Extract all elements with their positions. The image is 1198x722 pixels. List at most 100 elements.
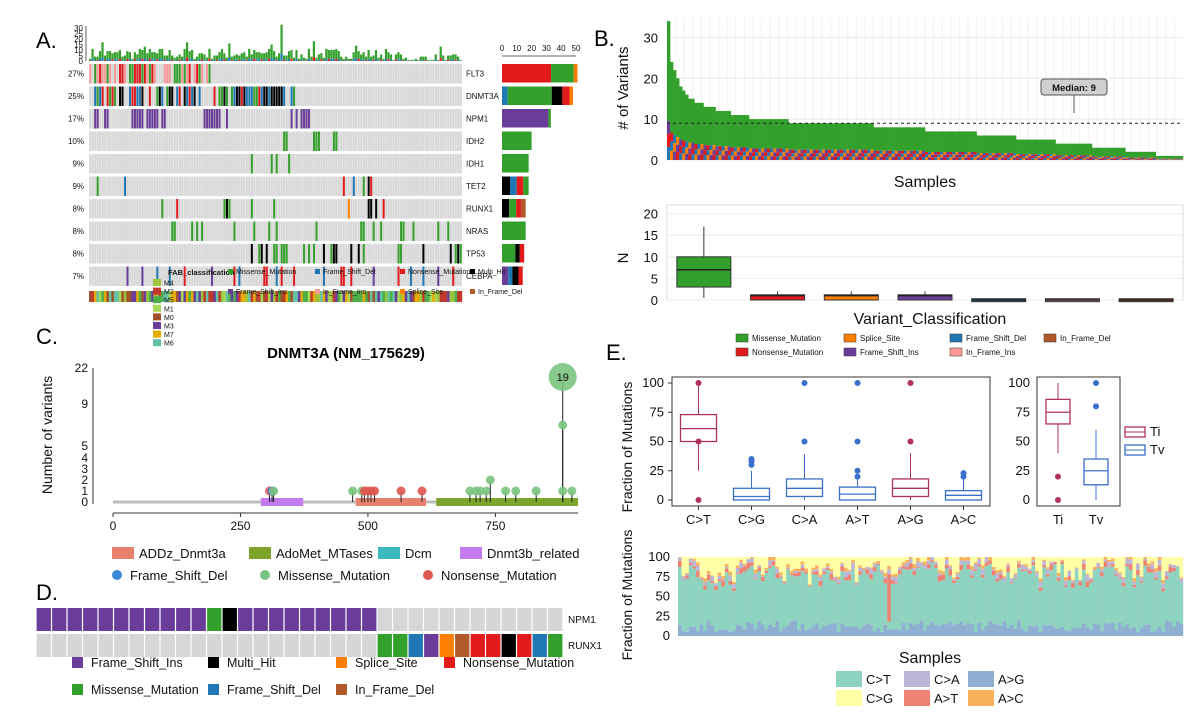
median-label: Median: 9 [1052,83,1096,94]
fraction-segment [760,576,765,582]
variant-bar-segment [1016,158,1020,160]
fraction-segment [858,567,863,572]
mutation-cell [203,63,206,84]
variant-bar [912,127,917,151]
fraction-segment [1020,564,1025,570]
mutation-cell [131,86,134,106]
variant-bar-segment [1067,158,1071,160]
variant-bar-segment [727,155,732,160]
fraction-segment [872,562,877,564]
fab-cell [96,291,100,302]
variant-bar-segment [961,154,965,158]
fab-cell [377,291,381,302]
mutation-cell [377,176,380,197]
fraction-segment [1013,557,1018,574]
variant-bar-segment [700,149,704,155]
mutation-cell [459,198,462,219]
e-outlier [854,438,861,445]
d-runx1-cell [439,634,454,657]
fraction-segment [876,564,881,629]
fraction-segment [1049,570,1054,625]
mutation-cell [146,109,149,129]
mutation-cell [258,108,261,129]
variant-bar [1107,147,1111,157]
variant-bar-segment [897,156,902,160]
e3-ytick: 25 [656,608,670,623]
top-bar [108,59,112,61]
mutation-cell [399,63,403,84]
mutation-cell [372,153,375,174]
fraction-segment [1096,624,1101,636]
mutation-cell [397,221,400,242]
variant-bar-segment [800,149,804,154]
variant-bar-segment [727,146,732,151]
mutation-cell [123,243,127,264]
c-ytick: 3 [81,462,88,476]
fraction-segment [703,585,708,590]
top-bar [225,57,228,61]
mutation-cell [392,176,395,197]
fraction-segment [818,557,823,575]
variant-bar [782,119,786,149]
mutation-cell [459,131,462,152]
variant-bar-segment [818,153,823,157]
mutation-cell [454,108,457,129]
mutation-cell [449,266,452,287]
variant-bar-segment [706,155,710,160]
fraction-segment [1132,581,1137,585]
mutation-cell [178,243,181,264]
fraction-segment [981,565,985,569]
mutation-cell [357,266,360,287]
variant-bar [1119,147,1123,157]
mutation-cell [352,86,355,107]
variant-bar-segment [1052,154,1056,157]
top-bar [422,56,425,61]
top-bar [392,59,395,61]
top-bar [195,60,199,61]
mutation-cell [327,86,331,107]
d-npm1-cell [222,608,237,631]
fraction-segment [1110,557,1115,559]
mutation-cell [422,131,425,152]
mutation-cell [297,243,301,264]
mutation-cell [327,153,331,174]
mutation-cell [178,221,181,242]
variant-bar [982,135,987,154]
e-ylabel: Fraction of Mutations [619,382,635,513]
fraction-segment [1089,580,1094,583]
variant-bar-segment [1034,154,1038,157]
mutation-cell [258,198,261,219]
mutation-cell [447,243,450,264]
mutation-cell [128,176,132,197]
d-npm1-cell [98,608,113,631]
mutation-cell [399,198,403,219]
mutation-cell [437,176,440,197]
mutation-cell [370,86,373,107]
top-bar [424,60,427,61]
mutation-cell [392,198,395,219]
fraction-segment [941,624,946,636]
mutation-cell [138,64,141,84]
variant-bar-segment [818,156,823,160]
mutation-cell [278,63,281,84]
top-bar [243,59,246,61]
mutation-cell [248,131,251,152]
d-npm1-cell [315,608,330,631]
mutation-cell [387,131,390,152]
mutation-cell [424,86,428,107]
top-bar [322,57,325,61]
fab-cell [447,291,450,302]
d-npm1-cell [393,608,408,631]
fraction-segment [1121,582,1126,587]
variant-bar-segment [1149,158,1153,160]
side-bar-segment [516,199,521,218]
fab-cell [225,291,229,302]
fab-swatch [153,304,161,312]
fraction-segment [1035,572,1039,576]
fraction-segment [876,628,881,636]
variant-bar-segment [724,146,729,151]
mutation-cell [240,198,244,219]
variant-bar-segment [1043,154,1047,157]
mutation-cell [205,266,209,287]
mutation-cell [258,244,261,264]
